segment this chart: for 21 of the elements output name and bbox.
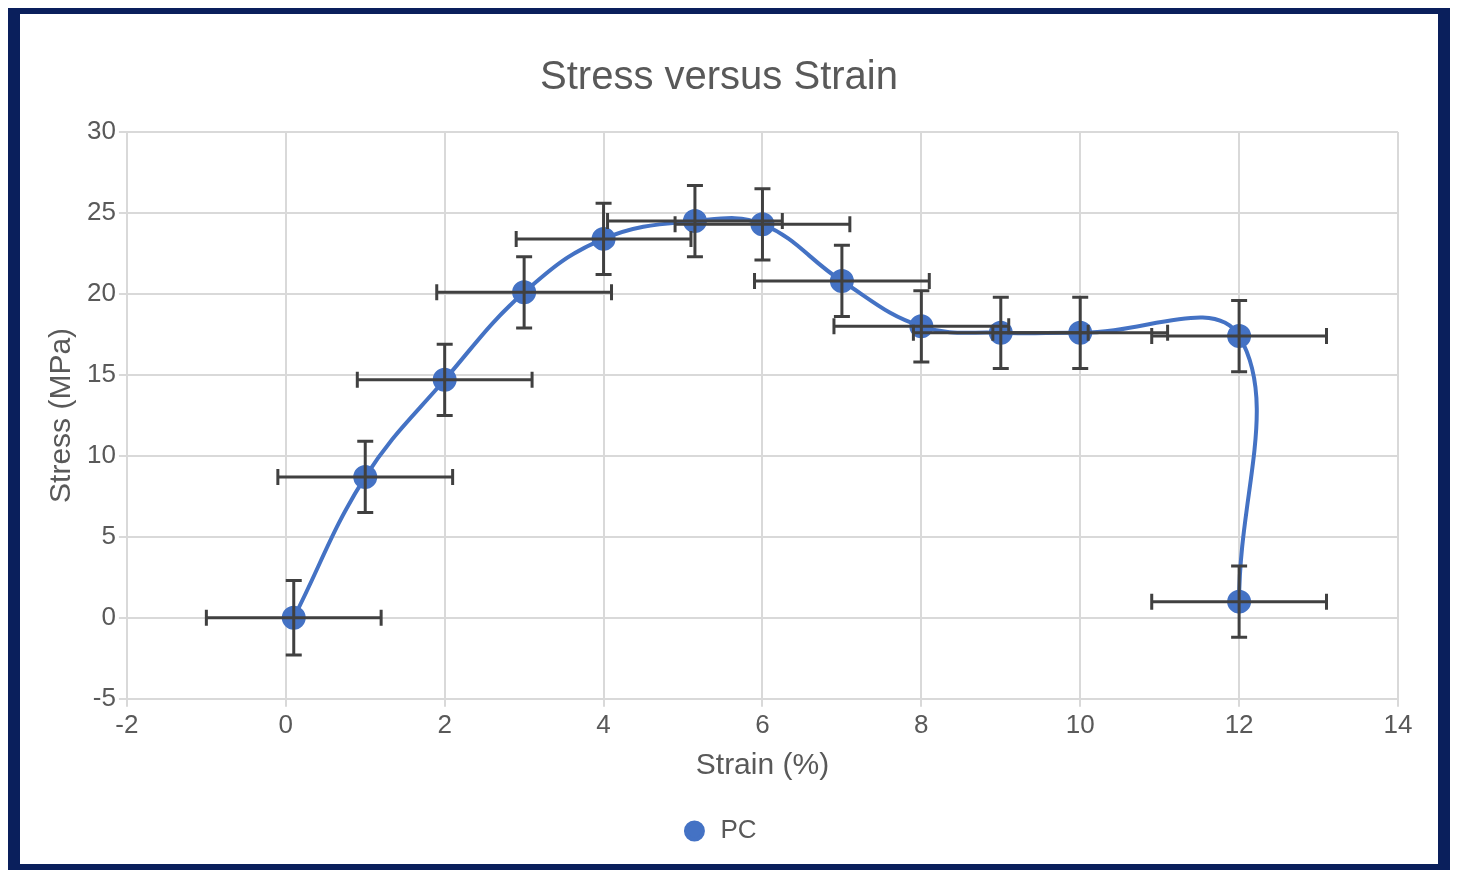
x-tick-label: 8 [914,708,929,739]
x-tick-label: 4 [596,708,611,739]
legend-label: PC [720,814,757,845]
x-axis-title: Strain (%) [695,747,830,781]
x-tick-label: 10 [1065,708,1095,739]
y-tick-label: 5 [101,520,116,551]
x-tick-label: 2 [437,708,452,739]
x-tick-label: -2 [115,708,139,739]
y-axis-title: Stress (MPa) [43,327,77,503]
x-tick-label: 12 [1224,708,1254,739]
y-tick-label: 10 [87,439,116,470]
y-tick-label: 25 [87,196,116,227]
y-tick-label: -5 [92,681,116,712]
y-tick-label: 20 [87,277,116,308]
y-tick-label: 0 [101,601,116,631]
y-tick-label: 15 [87,358,116,389]
x-tick-label: 0 [278,708,294,739]
chart-title: Stress versus Strain [540,53,898,98]
y-tick-label: 30 [87,115,116,146]
x-tick-label: 6 [755,708,770,739]
x-tick-label: 14 [1383,708,1413,739]
